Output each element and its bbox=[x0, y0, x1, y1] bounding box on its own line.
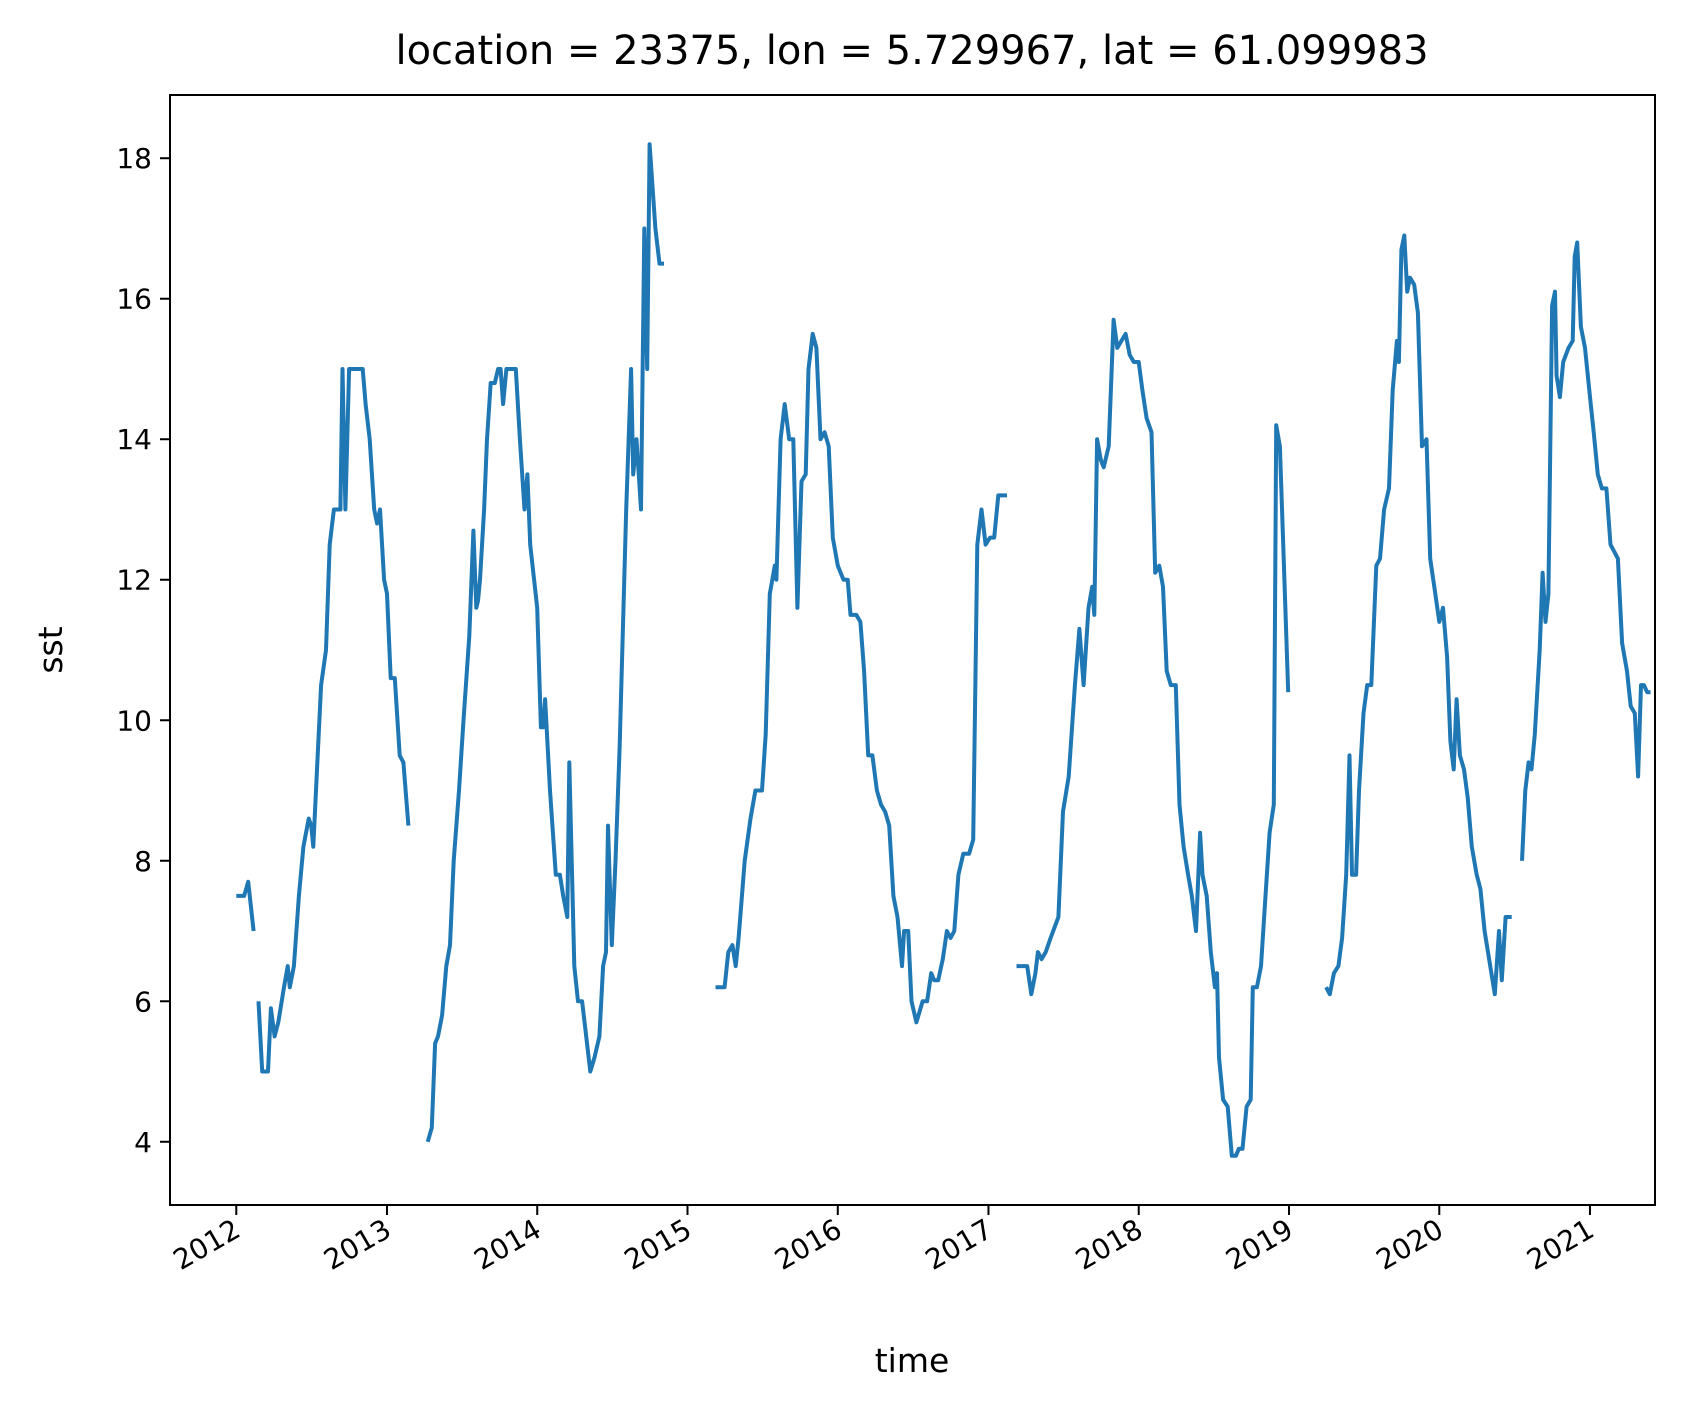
y-tick-label: 10 bbox=[116, 704, 152, 737]
plot-area bbox=[169, 94, 1656, 1206]
y-axis: 4 6 8 10 12 14 16 18 bbox=[116, 142, 170, 1159]
sst-line-segment-0-2 bbox=[425, 142, 664, 1143]
y-tick-label: 8 bbox=[134, 845, 152, 878]
y-tick-label: 12 bbox=[116, 564, 152, 597]
y-tick-label: 6 bbox=[134, 985, 152, 1018]
plot-frame bbox=[169, 94, 1656, 1206]
series-layer bbox=[236, 142, 1651, 1158]
x-axis-label: time bbox=[875, 1341, 950, 1380]
y-tick-label: 4 bbox=[134, 1126, 152, 1159]
y-tick-label: 14 bbox=[116, 423, 152, 456]
sst-line-segment-3-0 bbox=[1324, 233, 1512, 997]
sst-line-segment-4-0 bbox=[1520, 240, 1651, 861]
sst-line-segment-1-0 bbox=[715, 331, 1007, 1025]
y-tick-label: 16 bbox=[116, 283, 152, 316]
sst-line-segment-0-0 bbox=[236, 879, 256, 932]
sst-line-segment-0-1 bbox=[256, 367, 411, 1074]
sst-line-segment-2-0 bbox=[1016, 317, 1291, 1158]
chart-title: location = 23375, lon = 5.729967, lat = … bbox=[395, 28, 1428, 74]
y-axis-label: sst bbox=[31, 626, 70, 673]
y-tick-label: 18 bbox=[116, 142, 152, 175]
